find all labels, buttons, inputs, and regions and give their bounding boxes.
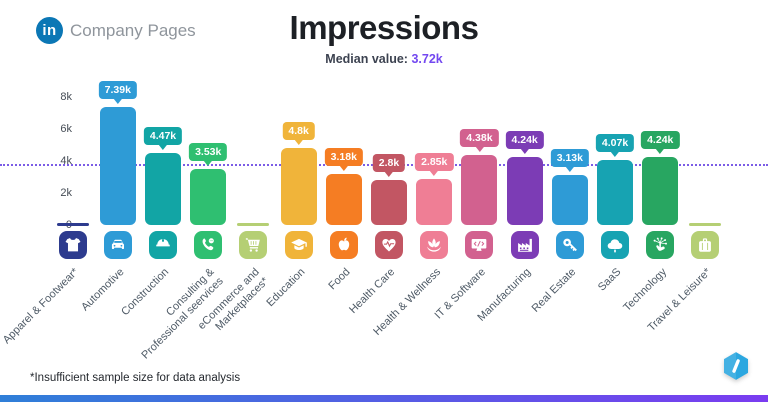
heart-pulse-icon <box>375 231 404 259</box>
chart-column: 2.85k Health & Wellness <box>371 0 457 402</box>
chart-subtitle: Median value: 3.72k <box>0 52 768 66</box>
zero-dash <box>56 223 89 226</box>
chart-column: 4.47k Construction <box>119 0 185 402</box>
pill-arrow <box>520 149 529 158</box>
linkedin-icon: in <box>36 17 63 44</box>
page-title: Impressions <box>289 9 479 46</box>
pill-arrow <box>475 146 484 156</box>
chart-column: 3.18k Food <box>321 0 366 402</box>
chart-column: 4.24k Manufacturing <box>475 0 547 402</box>
touch-network-icon <box>646 231 675 259</box>
chart-column: 3.53k Consulting & Professional seervices <box>139 0 231 402</box>
hard-hat-icon <box>149 231 177 259</box>
bar <box>145 153 181 225</box>
value-pill: 4.8k <box>282 122 315 146</box>
chart-column: 7.39k Automotive <box>79 0 140 402</box>
median-value: 3.72k <box>411 52 443 66</box>
brand-label: Company Pages <box>70 20 196 40</box>
apple-icon <box>329 231 358 259</box>
pill-arrow <box>159 145 167 154</box>
pill-arrow <box>565 166 574 176</box>
chart-column: 2.8k Health Care <box>348 0 411 402</box>
bar <box>280 148 317 225</box>
category-label: Apparel & Footwear* <box>0 266 82 347</box>
y-axis-tick: 2k <box>60 187 72 199</box>
factory-icon <box>510 231 539 259</box>
brand: in Company Pages <box>36 17 196 44</box>
value-pill: 2.85k <box>415 153 454 177</box>
suitcase-icon <box>691 231 720 259</box>
bar <box>325 174 362 225</box>
pill-arrow <box>656 149 665 158</box>
value-pill: 3.13k <box>550 148 589 172</box>
key-icon <box>555 231 584 259</box>
bar <box>371 180 408 225</box>
lotus-icon <box>420 231 449 259</box>
pill-arrow <box>430 171 439 180</box>
chart-column: 4.07k SaaS <box>592 0 637 402</box>
chart-column: 4.8k Education <box>264 0 321 402</box>
value-pill: 7.39k <box>98 80 137 104</box>
bar <box>597 159 634 225</box>
bar <box>416 179 453 225</box>
bar <box>506 157 543 225</box>
pill-arrow <box>339 166 348 175</box>
footnote: *Insufficient sample size for data analy… <box>30 372 241 384</box>
chart-column: 3.13k Real Estate <box>530 0 592 402</box>
chart-column: 4.38k IT & Software <box>432 0 502 402</box>
pill-arrow <box>294 140 303 149</box>
bar-chart: Apparel & Footwear* 7.39k Automotive 4.47k C… <box>1 0 728 402</box>
tshirt-icon <box>58 231 87 259</box>
shopping-cart-icon <box>239 231 268 259</box>
bar <box>190 168 227 225</box>
value-pill: 4.24k <box>641 131 680 155</box>
pill-arrow <box>113 98 122 108</box>
value-pill: 4.24k <box>505 131 544 155</box>
bar <box>551 174 588 225</box>
value-pill: 4.07k <box>595 133 635 157</box>
y-axis-tick: 8k <box>60 91 72 103</box>
pill-arrow <box>204 160 213 170</box>
cloud-icon <box>601 231 630 259</box>
category-label: Food <box>326 266 353 293</box>
monitor-code-icon <box>465 231 494 259</box>
chart-column: 4.24k Technology <box>621 0 683 402</box>
value-pill: 4.47k <box>143 127 183 151</box>
phone-support-icon <box>194 231 223 259</box>
bar <box>461 154 498 225</box>
value-pill: 2.8k <box>372 154 406 178</box>
value-pill: 4.38k <box>460 128 499 152</box>
median-label: Median value: <box>325 52 408 66</box>
y-axis-tick: 4k <box>60 155 72 167</box>
zero-dash <box>237 223 270 226</box>
value-pill: 3.53k <box>189 142 228 166</box>
bar <box>642 157 679 225</box>
category-label: SaaS <box>596 266 624 294</box>
y-axis-tick: 6k <box>60 123 72 135</box>
socialinsider-hexagon-logo <box>720 350 752 382</box>
chart-column: Apparel & Footwear* <box>1 0 95 402</box>
bar <box>99 106 136 225</box>
pill-arrow <box>611 151 620 161</box>
chart-column: eCommerce and Marketplaces* <box>196 0 276 402</box>
graduation-cap-icon <box>284 231 313 259</box>
zero-dash <box>689 223 722 226</box>
footer-gradient-bar <box>0 395 768 402</box>
value-pill: 3.18k <box>324 148 363 172</box>
car-icon <box>103 231 132 259</box>
chart-column: Travel & Leisure* <box>646 0 728 402</box>
pill-arrow <box>385 172 394 181</box>
